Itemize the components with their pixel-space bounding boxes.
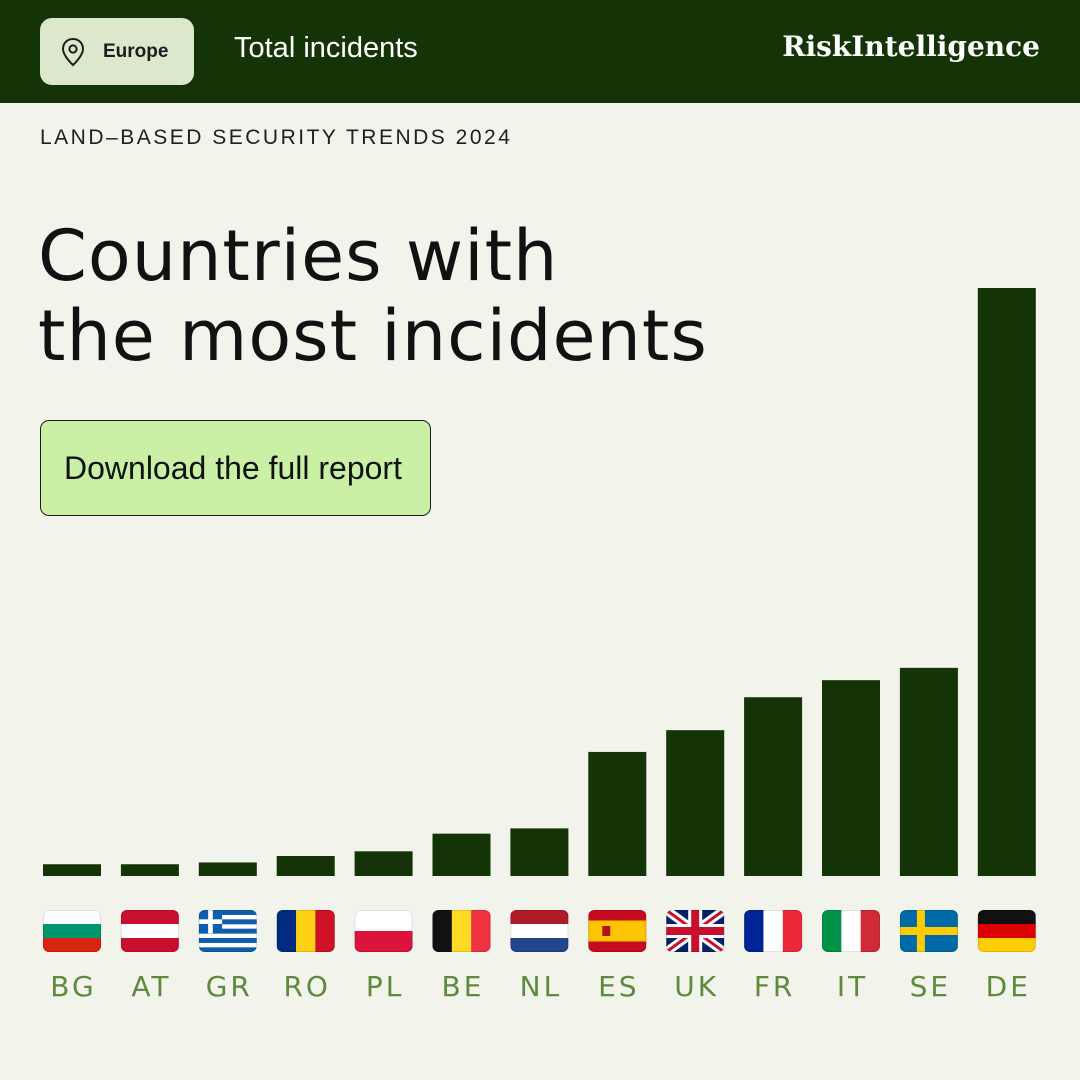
flag-romania-icon — [276, 910, 335, 952]
title-line-2: the most incidents — [38, 295, 708, 377]
country-label-at: AT — [131, 970, 171, 1003]
country-label-ro: RO — [283, 970, 331, 1003]
title-line-1: Countries with — [38, 215, 559, 297]
bar-gr — [198, 862, 257, 876]
region-label: Europe — [103, 40, 169, 62]
country-label-uk: UK — [674, 970, 719, 1003]
bar-it — [822, 680, 880, 876]
bar-es — [588, 751, 647, 876]
metric-title: Total incidents — [234, 32, 418, 64]
page-title: Countries with the most incidents — [38, 216, 758, 376]
bar-ro — [276, 856, 335, 876]
flag-bulgaria-icon — [43, 910, 101, 952]
top-bar: Europe Total incidents RiskIntelligence — [0, 0, 1080, 103]
download-report-button[interactable]: Download the full report — [40, 420, 431, 516]
bar-se — [899, 667, 958, 876]
country-label-it: IT — [837, 970, 868, 1003]
country-label-fr: FR — [754, 970, 796, 1003]
bar-at — [120, 864, 179, 876]
flag-netherlands-icon — [510, 910, 569, 952]
flag-austria-icon — [120, 910, 179, 952]
region-selector[interactable]: Europe — [40, 18, 194, 85]
bar-fr — [744, 697, 803, 876]
country-label-bg: BG — [50, 970, 96, 1003]
bar-nl — [510, 828, 569, 876]
flag-uk-icon — [666, 910, 725, 952]
map-pin-icon — [61, 37, 85, 66]
bar-pl — [354, 851, 413, 876]
country-label-gr: GR — [206, 970, 253, 1003]
brand-logo: RiskIntelligence — [782, 30, 1040, 63]
country-label-de: DE — [986, 970, 1031, 1003]
country-label-es: ES — [598, 970, 639, 1003]
flag-france-icon — [744, 910, 803, 952]
flag-germany-icon — [977, 910, 1036, 952]
flag-spain-icon — [588, 910, 647, 952]
flag-italy-icon — [822, 910, 880, 952]
flag-belgium-icon — [432, 910, 491, 952]
country-label-pl: PL — [366, 970, 404, 1003]
bar-be — [432, 833, 491, 876]
bar-bg — [43, 864, 101, 876]
country-label-se: SE — [910, 970, 951, 1003]
report-subtitle: LAND–BASED SECURITY TRENDS 2024 — [40, 126, 513, 149]
flag-sweden-icon — [899, 910, 958, 952]
country-label-be: BE — [442, 970, 485, 1003]
bar-uk — [666, 730, 725, 876]
bar-de — [977, 288, 1036, 876]
flag-greece-icon — [198, 910, 257, 952]
flag-poland-icon — [354, 910, 413, 952]
country-label-nl: NL — [520, 970, 563, 1003]
